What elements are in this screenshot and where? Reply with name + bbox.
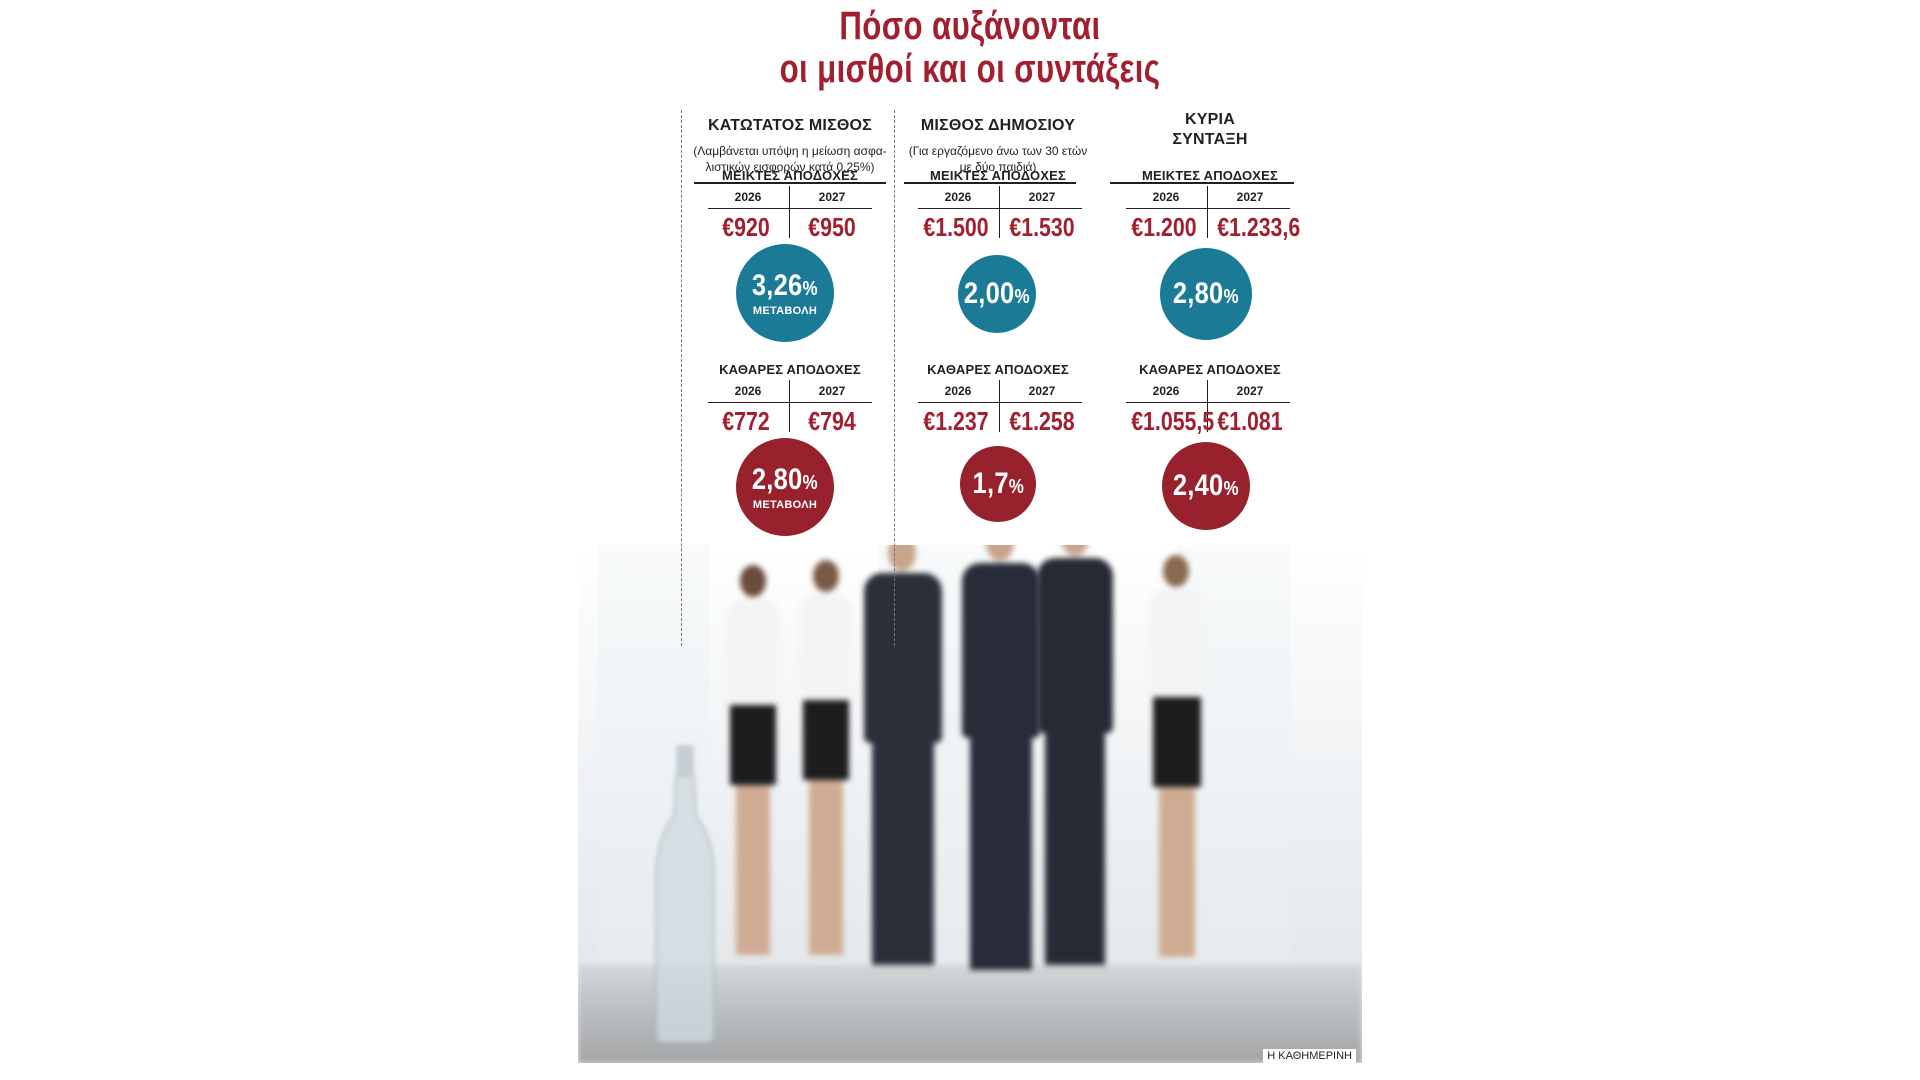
year-separator bbox=[1207, 380, 1208, 432]
gross-change-value: 2,00 bbox=[963, 277, 1015, 310]
column-divider bbox=[894, 110, 895, 646]
gross-2026-value: €920 bbox=[722, 212, 770, 242]
column-public-salary: ΜΙΣΘΟΣ ΔΗΜΟΣΙΟΥ (Για εργαζόμενο άνω των … bbox=[898, 110, 1098, 670]
net-label: ΚΑΘΑΡΕΣ ΑΠΟΔΟΧΕΣ bbox=[719, 362, 861, 377]
net-2026-value: €1.055,5 bbox=[1131, 406, 1215, 436]
percent-sign: % bbox=[1223, 286, 1240, 308]
change-caption: ΜΕΤΑΒΟΛΗ bbox=[752, 499, 818, 511]
title-line-2: οι μισθοί και οι συντάξεις bbox=[779, 47, 1161, 91]
net-change-circle: 2,80% ΜΕΤΑΒΟΛΗ bbox=[736, 438, 834, 536]
year-separator bbox=[999, 186, 1000, 238]
net-change-value: 2,40 bbox=[1172, 469, 1224, 502]
year-separator bbox=[789, 186, 790, 238]
gross-change-value: 2,80 bbox=[1172, 277, 1224, 310]
net-label: ΚΑΘΑΡΕΣ ΑΠΟΔΟΧΕΣ bbox=[927, 362, 1069, 377]
year-separator bbox=[789, 380, 790, 432]
net-change-value: 1,7 bbox=[972, 467, 1009, 500]
net-change-circle: 1,7% bbox=[960, 446, 1036, 522]
year-2026: 2026 bbox=[1152, 190, 1180, 204]
gross-label: ΜΕΙΚΤΕΣ ΑΠΟΔΟΧΕΣ bbox=[1141, 168, 1279, 183]
gross-2027-value: €1.233,6 bbox=[1217, 212, 1301, 242]
year-2027: 2027 bbox=[1028, 384, 1056, 398]
column-rule bbox=[1110, 182, 1294, 184]
person-figure bbox=[958, 545, 1044, 985]
person-figure bbox=[860, 545, 946, 985]
net-label: ΚΑΘΑΡΕΣ ΑΠΟΔΟΧΕΣ bbox=[1139, 362, 1281, 377]
year-2026: 2026 bbox=[734, 384, 762, 398]
net-2026-value: €772 bbox=[722, 406, 770, 436]
gross-2027-value: €1.530 bbox=[1009, 212, 1075, 242]
gross-change-value: 3,26 bbox=[751, 269, 803, 302]
column-title: ΚΑΤΩΤΑΤΟΣ ΜΙΣΘΟΣ bbox=[708, 117, 872, 134]
title-line-1: Πόσο αυξάνονται bbox=[839, 4, 1101, 48]
year-rule bbox=[1126, 402, 1290, 403]
percent-sign: % bbox=[802, 278, 819, 300]
person-figure bbox=[1143, 555, 1211, 975]
percent-sign: % bbox=[1008, 476, 1024, 498]
gross-change-circle: 2,00% bbox=[958, 255, 1036, 333]
person-figure bbox=[718, 565, 788, 985]
infographic: Πόσο αυξάνονται οι μισθοί και οι συντάξε… bbox=[578, 0, 1362, 1080]
column-title: ΜΙΣΘΟΣ ΔΗΜΟΣΙΟΥ bbox=[920, 117, 1076, 134]
column-main-pension: ΚΥΡΙΑ ΣΥΝΤΑΞΗ ΜΕΙΚΤΕΣ ΑΠΟΔΟΧΕΣ 2026 2027… bbox=[1110, 110, 1310, 670]
percent-sign: % bbox=[1223, 478, 1240, 500]
year-2026: 2026 bbox=[944, 190, 972, 204]
person-figure bbox=[1033, 545, 1117, 980]
net-2027-value: €794 bbox=[808, 406, 856, 436]
change-caption: ΜΕΤΑΒΟΛΗ bbox=[752, 305, 818, 317]
person-figure bbox=[793, 560, 859, 980]
office-people-photo: Η ΚΑΘΗΜΕΡΙΝΗ bbox=[578, 545, 1362, 1063]
year-rule bbox=[1126, 208, 1290, 209]
column-note: (Λαμβάνεται υπόψη η μείωση ασφα- λιστικώ… bbox=[693, 144, 887, 174]
gross-change-circle: 2,80% bbox=[1160, 248, 1252, 340]
year-2027: 2027 bbox=[1236, 384, 1264, 398]
year-2027: 2027 bbox=[818, 384, 846, 398]
year-2026: 2026 bbox=[1152, 384, 1180, 398]
year-rule bbox=[708, 208, 872, 209]
column-note: (Για εργαζόμενο άνω των 30 ετών με δύο π… bbox=[908, 144, 1088, 174]
year-separator bbox=[999, 380, 1000, 432]
gross-2026-value: €1.500 bbox=[923, 212, 989, 242]
net-change-value: 2,80 bbox=[751, 463, 803, 496]
water-bottle bbox=[650, 745, 720, 1045]
year-2027: 2027 bbox=[1236, 190, 1264, 204]
year-rule bbox=[918, 402, 1082, 403]
net-change-circle: 2,40% bbox=[1162, 442, 1250, 530]
net-2027-value: €1.081 bbox=[1217, 406, 1283, 436]
gross-2026-value: €1.200 bbox=[1131, 212, 1197, 242]
column-rule bbox=[694, 182, 886, 184]
source-credit: Η ΚΑΘΗΜΕΡΙΝΗ bbox=[1263, 1049, 1356, 1063]
gross-label: ΜΕΙΚΤΕΣ ΑΠΟΔΟΧΕΣ bbox=[929, 168, 1067, 183]
net-2027-value: €1.258 bbox=[1009, 406, 1075, 436]
gross-2027-value: €950 bbox=[808, 212, 856, 242]
year-2026: 2026 bbox=[944, 384, 972, 398]
year-separator bbox=[1207, 186, 1208, 238]
column-title-line-2: ΣΥΝΤΑΞΗ bbox=[1172, 131, 1248, 148]
column-title: ΚΥΡΙΑ bbox=[1185, 111, 1235, 128]
year-2027: 2027 bbox=[818, 190, 846, 204]
percent-sign: % bbox=[1014, 286, 1031, 308]
year-rule bbox=[918, 208, 1082, 209]
column-rule bbox=[904, 182, 1076, 184]
column-divider bbox=[681, 110, 682, 646]
percent-sign: % bbox=[802, 472, 819, 494]
gross-change-circle: 3,26% ΜΕΤΑΒΟΛΗ bbox=[736, 244, 834, 342]
column-minimum-wage: ΚΑΤΩΤΑΤΟΣ ΜΙΣΘΟΣ (Λαμβάνεται υπόψη η μεί… bbox=[686, 110, 894, 670]
year-rule bbox=[708, 402, 872, 403]
year-2027: 2027 bbox=[1028, 190, 1056, 204]
net-2026-value: €1.237 bbox=[923, 406, 989, 436]
year-2026: 2026 bbox=[734, 190, 762, 204]
gross-label: ΜΕΙΚΤΕΣ ΑΠΟΔΟΧΕΣ bbox=[721, 168, 859, 183]
